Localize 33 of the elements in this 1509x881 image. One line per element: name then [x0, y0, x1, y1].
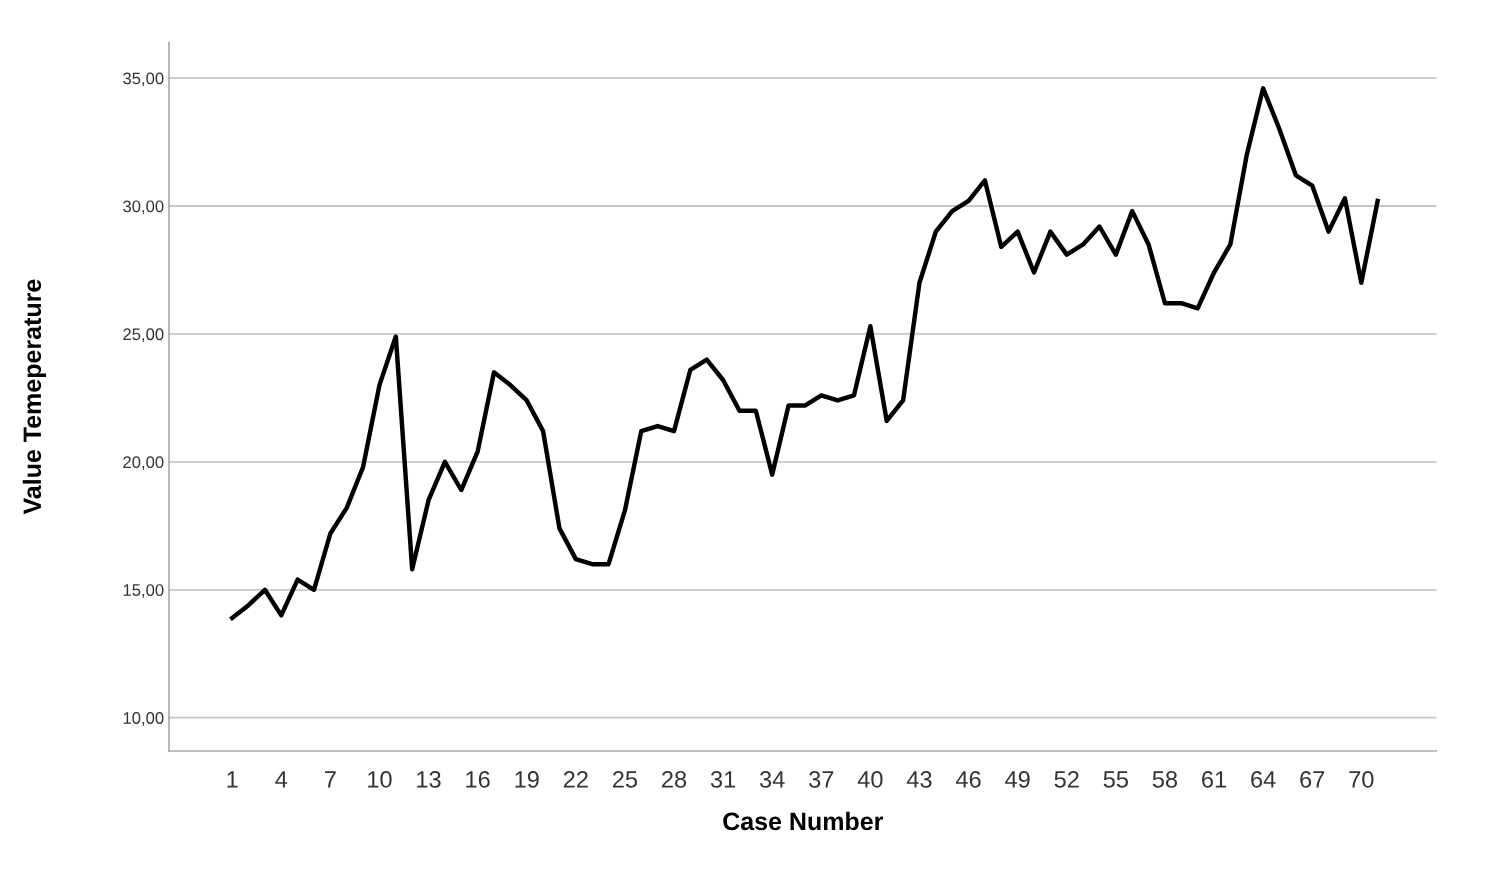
- x-tick-label: 13: [417, 771, 441, 788]
- x-tick-label: 25: [612, 771, 638, 788]
- x-tick-label: 55: [1103, 771, 1128, 788]
- y-tick-label: 15,00: [123, 584, 164, 598]
- x-tick-label: 1: [227, 771, 238, 788]
- x-tick-label: 49: [1005, 771, 1030, 788]
- y-tick-label: 20,00: [123, 456, 164, 471]
- y-tick-label: 10,00: [123, 712, 164, 726]
- x-tick-label: 19: [515, 771, 539, 788]
- x-tick-label: 16: [466, 771, 490, 788]
- line-series: [229, 86, 1380, 621]
- x-tick-label: 46: [955, 771, 981, 788]
- x-tick-label: 10: [368, 771, 392, 788]
- x-tick-label: 31: [710, 771, 736, 788]
- x-tick-label: 67: [1300, 771, 1325, 788]
- y-tick-label: 30,00: [123, 200, 164, 215]
- x-tick-label: 37: [809, 771, 834, 788]
- x-axis-title: Case Number: [723, 811, 883, 831]
- x-tick-label: 61: [1202, 771, 1226, 788]
- y-tick-label: 25,00: [123, 328, 164, 343]
- x-tick-label: 22: [563, 771, 588, 788]
- x-tick-label: 52: [1054, 771, 1079, 788]
- x-tick-label: 64: [1251, 771, 1276, 788]
- x-tick-label: 34: [759, 771, 785, 788]
- y-axis-title: Value Temeperature: [22, 279, 47, 515]
- x-tick-label: 28: [662, 771, 687, 788]
- x-tick-label: 7: [325, 771, 336, 788]
- x-tick-label: 4: [275, 771, 288, 788]
- x-tick-label: 43: [906, 771, 932, 788]
- x-tick-label: 40: [857, 771, 883, 788]
- y-tick-label: 35,00: [123, 72, 164, 87]
- x-tick-label: 58: [1152, 771, 1178, 788]
- x-tick-label: 70: [1349, 771, 1374, 788]
